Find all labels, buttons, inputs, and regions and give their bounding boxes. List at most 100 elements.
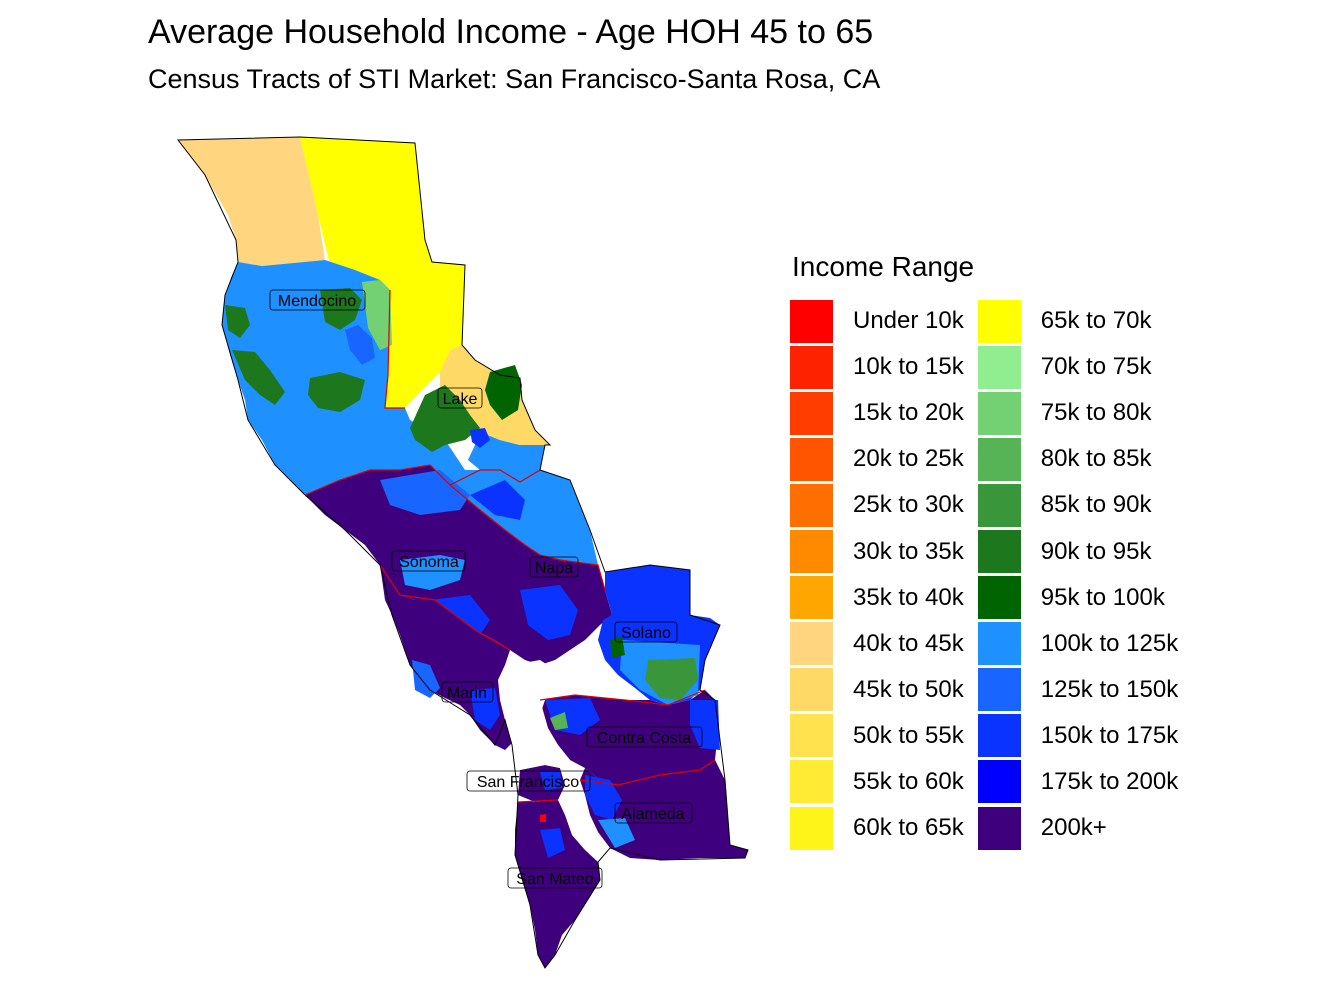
county-label-marin: Marin <box>447 685 487 702</box>
legend-label: 90k to 95k <box>1040 537 1152 565</box>
region-solano-green <box>645 658 698 700</box>
region-sonoma-blue-3 <box>400 555 465 590</box>
market-outline <box>177 136 749 969</box>
legend-item: Under 10k <box>790 298 964 344</box>
legend-label: 40k to 45k <box>853 629 964 657</box>
region-alameda-lightblue <box>598 818 635 848</box>
legend-swatch <box>790 714 833 758</box>
legend-swatch <box>790 668 833 712</box>
county-label-sonoma: Sonoma <box>399 554 459 571</box>
legend-label: 95k to 100k <box>1040 583 1165 611</box>
legend-label: 65k to 70k <box>1040 307 1152 335</box>
legend-item: 125k to 150k <box>977 667 1179 713</box>
legend-swatch <box>790 576 833 620</box>
legend-columns: Under 10k 10k to 15k 15k to 20k 20k to 25k 2… <box>790 298 1230 851</box>
region-san-mateo-red <box>540 814 546 822</box>
legend-item: 50k to 55k <box>790 713 964 759</box>
legend-label: 125k to 150k <box>1040 675 1179 703</box>
legend-label: 70k to 75k <box>1040 353 1152 381</box>
legend-item: 10k to 15k <box>790 344 964 390</box>
region-contra-costa-green <box>550 712 568 730</box>
county-label-contra-costa: Contra Costa <box>597 730 691 747</box>
county-label-napa: Napa <box>535 560 573 577</box>
legend-label: 100k to 125k <box>1040 629 1179 657</box>
legend-label: 60k to 65k <box>853 814 964 842</box>
legend-item: 100k to 125k <box>977 621 1179 667</box>
legend-swatch <box>977 668 1021 712</box>
county-label-mendocino: Mendocino <box>278 293 356 310</box>
county-label-lake: Lake <box>443 391 478 408</box>
region-lake-green-1 <box>485 365 522 420</box>
legend-label: 10k to 15k <box>853 353 964 381</box>
region-sonoma-blue-2 <box>470 480 525 520</box>
legend-label: 85k to 90k <box>1040 491 1152 519</box>
legend-item: 85k to 90k <box>977 482 1178 528</box>
legend-swatch <box>790 391 833 435</box>
region-green-patch-3 <box>308 372 365 412</box>
legend-item: 15k to 20k <box>790 390 964 436</box>
legend-title: Income Range <box>792 251 975 282</box>
county-label-alameda: Alameda <box>621 806 684 823</box>
county-label-san-mateo: San Mateo <box>516 871 593 888</box>
legend-label: 80k to 85k <box>1040 445 1152 473</box>
legend-item: 75k to 80k <box>977 390 1178 436</box>
legend-swatch <box>790 806 833 850</box>
legend-label: Under 10k <box>853 307 964 335</box>
legend-item: 20k to 25k <box>790 436 964 482</box>
legend-label: 30k to 35k <box>853 537 964 565</box>
legend-swatch <box>790 299 833 343</box>
legend-swatch <box>977 576 1021 620</box>
region-mendocino-northwest <box>178 137 325 266</box>
legend-swatch <box>977 299 1021 343</box>
legend-item: 60k to 65k <box>790 805 964 851</box>
legend-label: 45k to 50k <box>853 675 964 703</box>
legend-swatch <box>790 345 833 389</box>
county-label-solano: Solano <box>621 625 671 642</box>
legend-label: 25k to 30k <box>853 491 964 519</box>
legend-column-2: 65k to 70k 70k to 75k 75k to 80k 80k to 85k… <box>977 298 1179 851</box>
legend-swatch <box>977 714 1021 758</box>
legend-item: 40k to 45k <box>790 621 964 667</box>
legend-label: 50k to 55k <box>853 721 964 749</box>
legend-swatch <box>977 806 1021 850</box>
legend-item: 95k to 100k <box>977 575 1178 621</box>
legend-item: 55k to 60k <box>790 759 964 805</box>
legend-item: 65k to 70k <box>977 298 1178 344</box>
region-solano-green-2 <box>610 636 625 658</box>
legend-swatch <box>790 530 833 574</box>
region-san-francisco-blue <box>540 772 562 790</box>
region-lake-blue <box>470 428 490 448</box>
legend-swatch <box>790 437 833 481</box>
legend-label: 15k to 20k <box>853 399 964 427</box>
region-lake-blue-2 <box>345 325 375 365</box>
legend-label: 150k to 175k <box>1040 721 1179 749</box>
legend-item: 45k to 50k <box>790 667 964 713</box>
legend-label: 200k+ <box>1040 814 1107 842</box>
region-marin-blue <box>412 660 440 698</box>
region-sonoma-blue-1 <box>380 470 470 515</box>
legend-item: 150k to 175k <box>977 713 1179 759</box>
legend-label: 55k to 60k <box>853 767 964 795</box>
county-label-san-francisco: San Francisco <box>477 774 579 791</box>
region-napa-blue <box>520 585 578 640</box>
legend-swatch <box>977 391 1021 435</box>
legend-column-1: Under 10k 10k to 15k 15k to 20k 20k to 25k 2… <box>790 298 964 851</box>
region-mendocino-northeast <box>300 137 465 408</box>
legend-item: 25k to 30k <box>790 482 964 528</box>
legend-swatch <box>977 437 1021 481</box>
county-label-group: Mendocino Lake Sonoma Napa Solano Marin … <box>269 289 703 889</box>
legend-swatch <box>790 622 833 666</box>
legend-item: 90k to 95k <box>977 528 1178 574</box>
legend-swatch <box>977 345 1021 389</box>
region-light-green-patch <box>362 280 392 350</box>
region-green-patch-4 <box>320 288 362 330</box>
legend: Income Range Under 10k 10k to 15k 15k to 2… <box>790 250 1230 851</box>
legend-swatch <box>977 622 1021 666</box>
legend-label: 20k to 25k <box>853 445 964 473</box>
legend-item: 175k to 200k <box>977 759 1178 805</box>
legend-item: 30k to 35k <box>790 528 964 574</box>
legend-swatch <box>790 760 833 804</box>
region-lake-green-2 <box>410 385 480 452</box>
legend-swatch <box>977 483 1021 527</box>
legend-swatch <box>977 530 1021 574</box>
